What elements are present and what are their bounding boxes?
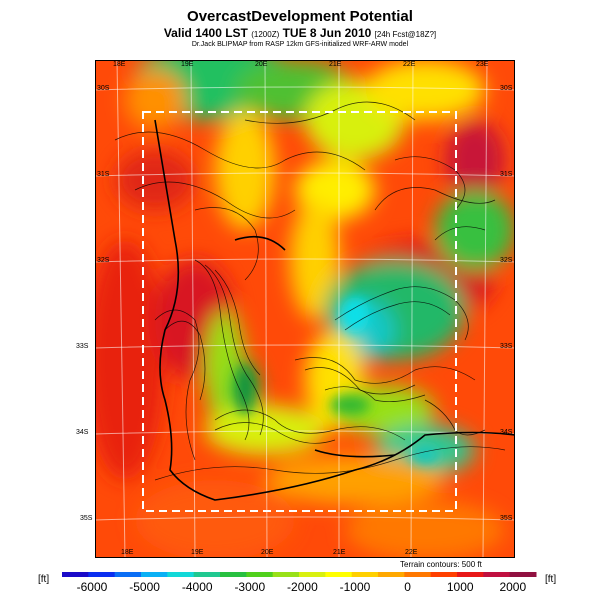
colorbar-tick-label: 2000 [499, 580, 526, 594]
colorbar-swatch [483, 572, 511, 577]
lat-label: 31S [500, 171, 513, 178]
model-credit: Dr.Jack BLIPMAP from RASP 12km GFS-initi… [191, 41, 409, 48]
lon-label: 19E [181, 61, 194, 68]
lon-labels-bottom: 18E 19E 20E 21E 22E [121, 549, 418, 556]
lon-labels-top: 18E 19E 20E 21E 22E 23E [113, 61, 489, 68]
lat-label: 31S [97, 171, 110, 178]
colorbar-swatch [88, 572, 116, 577]
colorbar-tick-label: -4000 [182, 580, 213, 594]
lon-label: 19E [191, 549, 204, 556]
lon-label: 20E [261, 549, 274, 556]
terrain-contours [114, 101, 506, 481]
map-frame [95, 60, 515, 558]
field-patches [95, 60, 515, 558]
lat-label: 32S [500, 257, 513, 264]
colorbar-swatch [299, 572, 326, 577]
chart-subtitle: Valid 1400 LST (1200Z) TUE 8 Jun 2010 [2… [0, 26, 600, 40]
field-highlights [237, 297, 441, 465]
lon-label: 23E [476, 61, 489, 68]
colorbar-tick-label: 0 [404, 580, 411, 594]
forecast-map: 18E 19E 20E 21E 22E 23E 30S 31S 32S 33S … [95, 60, 515, 558]
colorbar-swatches [62, 572, 537, 577]
inner-domain-box [142, 111, 457, 512]
colorbar-swatch [509, 572, 537, 577]
colorbar-swatch [193, 572, 221, 577]
lon-label: 22E [403, 61, 416, 68]
forecast-info: [24h Fcst@18Z?] [374, 30, 437, 39]
colorbar-swatch [325, 572, 353, 577]
utc-time: (1200Z) [251, 30, 280, 39]
colorbar-unit-right: [ft] [545, 574, 557, 585]
colorbar-tick-label: -3000 [234, 580, 265, 594]
colorbar-swatch [351, 572, 379, 577]
colorbar-unit-left: [ft] [38, 574, 50, 585]
colorbar-tick-label: -1000 [340, 580, 371, 594]
lat-label-outer: 35S [80, 515, 93, 522]
colorbar-swatch [220, 572, 247, 577]
graticule [95, 60, 515, 558]
colorbar-swatch [272, 572, 300, 577]
chart-title: OvercastDevelopment Potential [187, 8, 413, 25]
colorbar-swatch [62, 572, 89, 577]
colorbar-tick-label: -2000 [287, 580, 318, 594]
colorbar-swatch [246, 572, 274, 577]
lat-label: 33S [500, 343, 513, 350]
lat-label: 34S [500, 429, 513, 436]
colorbar-swatch [114, 572, 142, 577]
colorbar-swatch [141, 572, 168, 577]
colorbar-swatch [167, 572, 195, 577]
lon-label: 22E [405, 549, 418, 556]
colorbar-swatch [378, 572, 405, 577]
lon-label: 21E [329, 61, 342, 68]
lon-label: 20E [255, 61, 268, 68]
lat-labels-left: 30S 31S 32S [97, 85, 110, 264]
colorbar-swatch [404, 572, 432, 577]
valid-date: TUE 8 Jun 2010 [282, 26, 372, 40]
colorbar: -6000 -5000 -4000 -3000 -2000 -1000 0 1000 2000 [62, 572, 537, 594]
lat-label: 30S [97, 85, 110, 92]
lat-label: 35S [500, 515, 513, 522]
lat-label: 32S [97, 257, 110, 264]
valid-time: Valid 1400 LST [163, 26, 248, 40]
colorbar-swatch [457, 572, 484, 577]
lon-label: 21E [333, 549, 346, 556]
colorbar-swatch [430, 572, 458, 577]
colorbar-tick-label: -5000 [129, 580, 160, 594]
lon-label: 18E [113, 61, 126, 68]
lat-label: 30S [500, 85, 513, 92]
lon-label: 18E [121, 549, 134, 556]
terrain-contour-note: Terrain contours: 500 ft [400, 560, 482, 569]
lat-label-outer: 34S [76, 429, 89, 436]
colorbar-ticks: -6000 -5000 -4000 -3000 -2000 -1000 0 1000 2000 [77, 580, 527, 594]
colorbar-tick-label: -6000 [77, 580, 108, 594]
lat-label-outer: 33S [76, 343, 89, 350]
colorbar-tick-label: 1000 [447, 580, 474, 594]
coastline [154, 119, 515, 501]
lat-labels-right: 30S 31S 32S 33S 34S 35S [500, 85, 513, 522]
